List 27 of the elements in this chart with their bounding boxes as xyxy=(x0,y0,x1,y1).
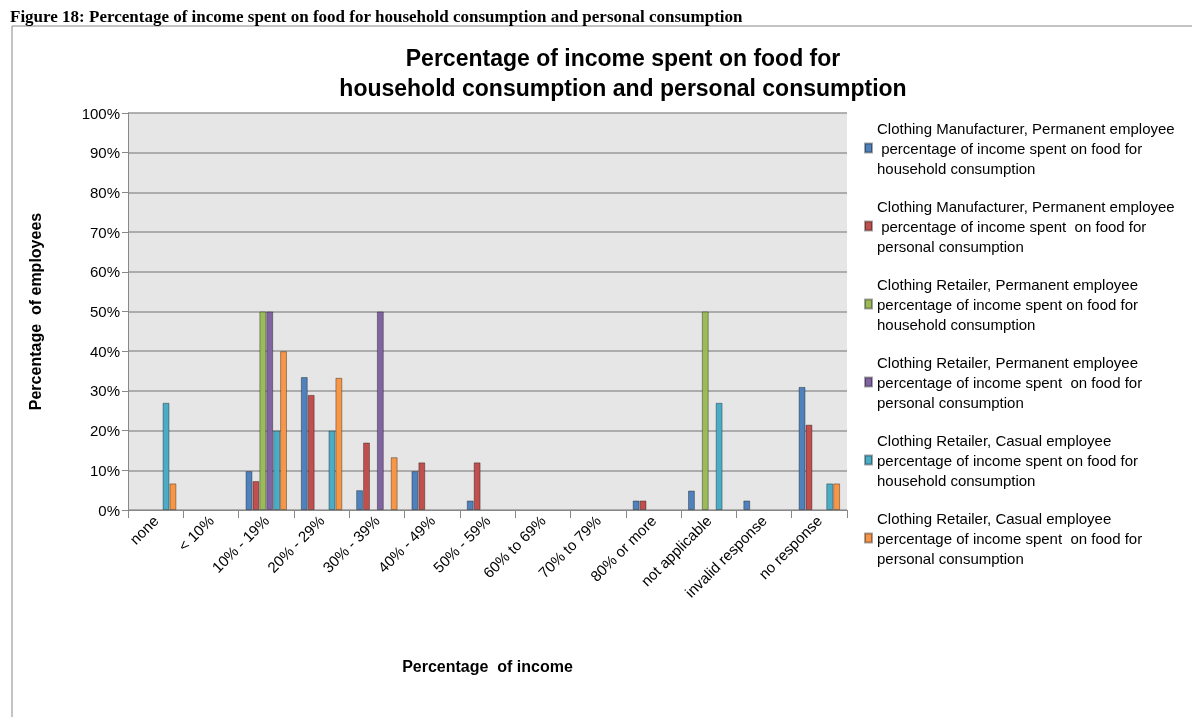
legend-label: Clothing Retailer, Permanent employee percentage of income spent on food for personal consumption xyxy=(877,353,1147,411)
y-tick-label: 10% xyxy=(89,461,120,479)
caption: Figure 18: Percentage of income spent on food for household consumption and personal consumption xyxy=(10,7,744,26)
legend-label: Clothing Retailer, Casual employee percentage of income spent on food for personal consumption xyxy=(877,509,1147,567)
y-tick-label: 60% xyxy=(89,263,120,281)
bar xyxy=(376,311,384,510)
chart-title: Percentage of income spent on food for household consumption and personal consumption xyxy=(339,45,907,101)
y-tick-label: 50% xyxy=(89,303,120,320)
y-tick-label: 100% xyxy=(81,104,120,122)
y-tick-label: 80% xyxy=(89,183,120,201)
legend-label: Clothing Retailer, Permanent employee percentage of income spent on food for household consumption xyxy=(877,275,1143,333)
y-tick-label: 90% xyxy=(89,144,120,162)
bar xyxy=(687,490,695,510)
legend-label: Clothing Manufacturer, Permanent employee percentage of income spent on food for personal consumption xyxy=(877,197,1175,255)
bar xyxy=(743,500,751,510)
x-axis-title: Percentage of income xyxy=(402,657,573,675)
y-tick-label: 30% xyxy=(89,382,120,400)
bar xyxy=(390,457,398,510)
y-axis-title: Percentage of employees xyxy=(26,212,44,411)
legend-label: Clothing Manufacturer, Permanent employee percentage of income spent on food for household consumption xyxy=(877,119,1175,177)
y-tick-label: 40% xyxy=(89,342,120,360)
y-tick-label: 70% xyxy=(89,223,120,241)
y-tick-label: 20% xyxy=(89,422,120,440)
y-tick-label: 0% xyxy=(98,501,120,519)
legend-label: Clothing Retailer, Casual employee percentage of income spent on food for household consumption xyxy=(877,431,1143,489)
bar xyxy=(701,311,709,510)
bar xyxy=(715,402,723,510)
